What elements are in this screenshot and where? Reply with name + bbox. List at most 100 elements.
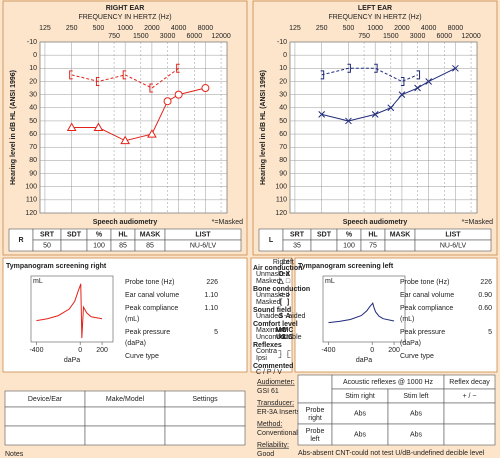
- y-tick-label: 0: [33, 52, 37, 59]
- reflex-row-label: Probe: [306, 407, 325, 414]
- y-axis-label: mL: [325, 278, 335, 285]
- x-tick-label: 1000: [367, 25, 383, 32]
- equipment-label: Method:: [257, 421, 282, 428]
- speech-header: HL: [118, 231, 128, 238]
- speech-header: LIST: [445, 231, 461, 238]
- device-header: Settings: [192, 396, 218, 403]
- ear-label: R: [18, 237, 23, 244]
- key-label: Contra: [256, 348, 277, 355]
- table-cell: [443, 423, 496, 446]
- key-symbol: MC: [276, 327, 287, 334]
- speech-header: %: [346, 231, 353, 238]
- reflex-value: Abs: [410, 410, 423, 417]
- x-minor-tick-label: 3000: [160, 33, 176, 40]
- key-symbol: □: [286, 278, 291, 285]
- info-value: 1.10: [204, 292, 218, 299]
- key-symbol: O: [278, 271, 284, 278]
- y-tick-label: 90: [29, 170, 37, 177]
- info-label: Curve type: [125, 353, 159, 360]
- x-tick-label: 1000: [117, 25, 133, 32]
- table-cell: [310, 239, 338, 252]
- table-cell: [60, 239, 88, 252]
- marker: [400, 76, 405, 86]
- x-tick-label: 4000: [171, 25, 187, 32]
- masked-note: *=Masked: [212, 219, 243, 226]
- key-symbol: S: [279, 313, 284, 320]
- series-line: [71, 67, 179, 89]
- speech-value: 75: [369, 242, 377, 249]
- marker: [201, 84, 210, 93]
- reflex-decay-sign: + / −: [462, 393, 476, 400]
- x-tick-label: 2000: [144, 25, 160, 32]
- speech-value: 100: [93, 242, 105, 249]
- series-line: [321, 67, 456, 122]
- marker: [93, 122, 104, 131]
- key-symbol: <: [279, 292, 283, 299]
- key-symbol: UC: [276, 334, 286, 341]
- tymp-left-panel: [294, 257, 498, 373]
- marker: [371, 110, 379, 118]
- x-tick-label: 8000: [448, 25, 464, 32]
- table-cell: [384, 239, 416, 252]
- speech-header: SRT: [290, 231, 305, 238]
- speech-header: %: [96, 231, 103, 238]
- key-group-title: Comfort level: [253, 321, 298, 328]
- marker: [387, 104, 395, 112]
- key-symbol: ┘: [278, 353, 284, 362]
- chart-title: Tympanogram screening left: [298, 263, 394, 270]
- x-tick-label: -400: [321, 347, 335, 354]
- y-tick-label: 0: [283, 52, 287, 59]
- y-tick-label: 110: [26, 197, 37, 204]
- info-label: Probe tone (Hz): [400, 279, 449, 286]
- x-tick-label: 8000: [198, 25, 214, 32]
- speech-header: LIST: [195, 231, 211, 238]
- y-tick-label: 80: [29, 157, 37, 164]
- x-tick-label: 0: [370, 347, 374, 354]
- table-cell: [164, 406, 246, 427]
- reflex-value: Abs: [410, 431, 423, 438]
- marker: [147, 129, 157, 138]
- info-label: Peak compliance: [400, 305, 453, 312]
- x-tick-label: 500: [93, 25, 105, 32]
- equipment-value: Good: [257, 451, 274, 458]
- table-cell: [84, 406, 166, 427]
- tympanogram-curve: [328, 302, 395, 324]
- x-minor-tick-label: 1500: [133, 33, 149, 40]
- speech-value: 85: [119, 242, 127, 249]
- key-symbol: A: [285, 313, 290, 320]
- chart-title: Tympanogram screening right: [6, 263, 107, 270]
- info-value: 226: [480, 279, 492, 286]
- y-tick-label: 50: [29, 118, 37, 125]
- x-tick-label: 4000: [421, 25, 437, 32]
- footnote: Abs-absent CNT-could not test U/dB-undef…: [298, 450, 485, 457]
- speech-header: MASK: [140, 231, 161, 238]
- table-cell: [84, 425, 166, 446]
- speech-value: NU-6/LV: [440, 242, 467, 249]
- equipment-label: Transducer:: [257, 400, 294, 407]
- plot-frame: [30, 275, 114, 343]
- speech-header: SDT: [67, 231, 82, 238]
- y-tick-label: 70: [279, 144, 287, 151]
- key-label: Masked: [256, 299, 281, 306]
- info-label: Ear canal volume: [400, 292, 454, 299]
- x-tick-label: 125: [289, 25, 301, 32]
- key-symbol: └: [286, 353, 291, 362]
- x-tick-label: 500: [343, 25, 355, 32]
- key-group-title: Reflexes: [253, 342, 282, 349]
- info-label: (daPa): [400, 340, 421, 347]
- equipment-value: GSI 61: [257, 388, 279, 395]
- chart-subtitle: FREQUENCY IN HERTZ (Hz): [328, 14, 421, 21]
- info-label: (mL): [125, 316, 139, 323]
- y-tick-label: 30: [29, 91, 37, 98]
- notes-label: Notes: [5, 451, 24, 458]
- speech-header: MASK: [390, 231, 411, 238]
- key-symbol: ┐: [278, 348, 284, 355]
- x-tick-label: 250: [66, 25, 78, 32]
- y-tick-label: 60: [29, 131, 37, 138]
- y-tick-label: 120: [25, 210, 37, 217]
- marker: [347, 63, 351, 73]
- y-tick-label: 70: [29, 144, 37, 151]
- y-tick-label: 40: [279, 105, 287, 112]
- info-value: 226: [206, 279, 218, 286]
- x-minor-tick-label: 1500: [383, 33, 399, 40]
